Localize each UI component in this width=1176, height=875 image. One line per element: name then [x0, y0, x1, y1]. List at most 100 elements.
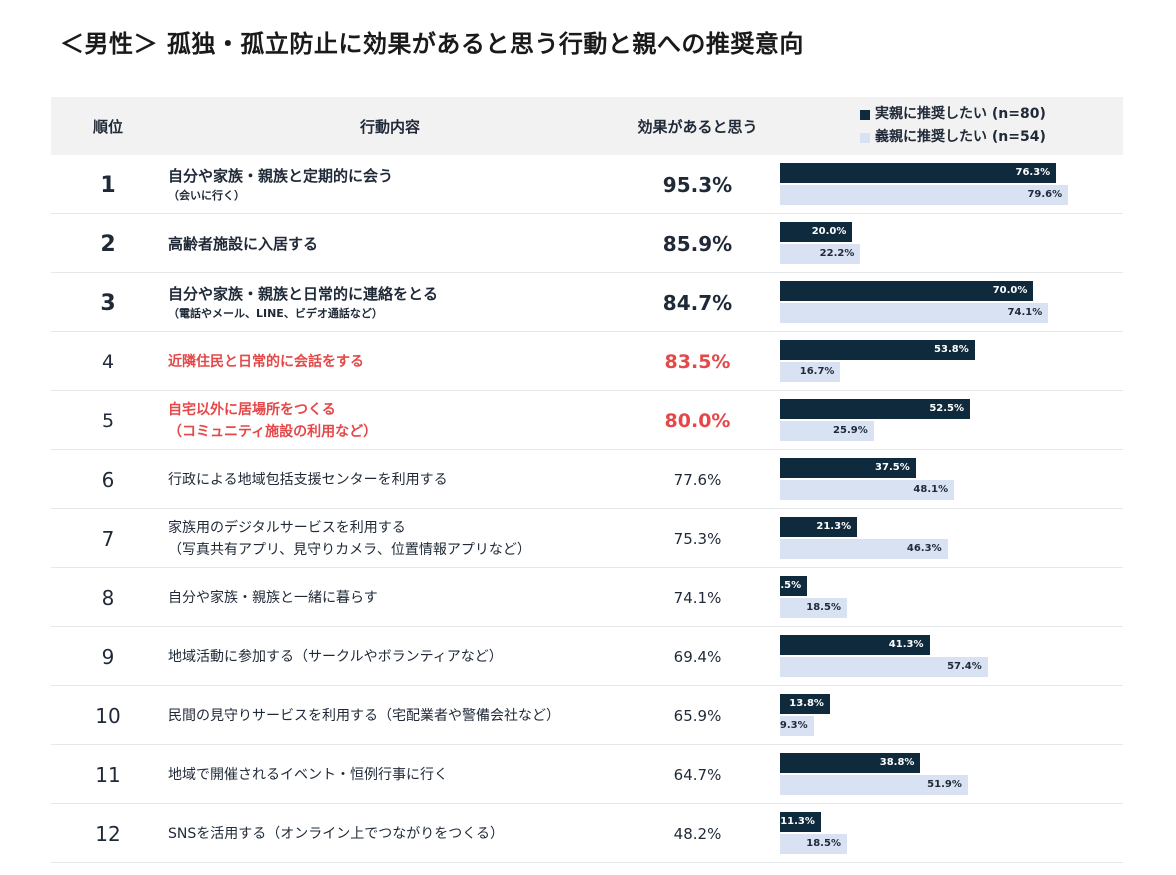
bar-inlaw: 22.2%: [780, 244, 861, 264]
bar-parent: 76.3%: [780, 163, 1057, 183]
action-text: 民間の見守りサービスを利用する（宅配業者や警備会社など）: [168, 708, 560, 724]
effect-value: 77.6%: [673, 471, 722, 489]
effect-value: 69.4%: [673, 648, 722, 666]
bar-label-inlaw: 25.9%: [833, 425, 868, 436]
bar-parent: 41.3%: [780, 635, 930, 655]
rank-cell: 5: [101, 410, 115, 432]
rank-cell: 9: [101, 645, 115, 669]
action-subtext: （写真共有アプリ、見守りカメラ、位置情報アプリなど）: [168, 542, 531, 558]
bar-label-inlaw: 22.2%: [819, 248, 855, 259]
bar-label-parent: 52.5%: [929, 403, 965, 414]
effect-value: 80.0%: [664, 410, 731, 432]
action-cell: 自分や家族・親族と一緒に暮らす: [168, 570, 613, 626]
action-text: 近隣住民と日常的に会話をする: [168, 354, 364, 370]
bar-label-parent: 13.8%: [789, 698, 824, 709]
bar-label-inlaw: 74.1%: [1007, 307, 1043, 318]
bar-group: 13.8% 9.3%: [780, 688, 1123, 744]
legend-swatch-inlaw: [860, 132, 870, 143]
bar-parent: 20.0%: [780, 222, 853, 242]
header-effect: 効果があると思う: [637, 117, 758, 136]
legend-label-inlaw: 義親に推奨したい (n=54): [875, 129, 1046, 145]
action-text: 高齢者施設に入居する: [168, 235, 319, 253]
bar-label-inlaw: 48.1%: [913, 484, 949, 495]
effect-value: 83.5%: [664, 351, 731, 373]
bar-label-parent: 70.0%: [992, 285, 1028, 296]
bar-inlaw: 74.1%: [780, 303, 1049, 323]
action-text: 地域で開催されるイベント・恒例行事に行く: [168, 767, 448, 783]
action-cell: 行政による地域包括支援センターを利用する: [168, 452, 613, 508]
table-row: 10 民間の見守りサービスを利用する（宅配業者や警備会社など） 65.9% 13.8%…: [51, 688, 1123, 745]
rank-cell: 8: [101, 586, 115, 610]
bar-group: 52.5% 25.9%: [780, 393, 1123, 449]
bar-inlaw: 18.5%: [780, 834, 847, 854]
action-text: 地域活動に参加する（サークルやボランティアなど）: [168, 649, 503, 665]
effect-value: 75.3%: [673, 530, 722, 548]
table-row: 1 自分や家族・親族と定期的に会う （会いに行く） 95.3% 76.3% 79.6%: [51, 157, 1123, 214]
action-text: 自分や家族・親族と一緒に暮らす: [168, 590, 378, 606]
table-row: 6 行政による地域包括支援センターを利用する 77.6% 37.5% 48.1%: [51, 452, 1123, 509]
table-body: 1 自分や家族・親族と定期的に会う （会いに行く） 95.3% 76.3% 79.6% 2 高…: [51, 157, 1123, 863]
table-row: 5 自宅以外に居場所をつくる （コミュニティ施設の利用など） 80.0% 52.5% 25…: [51, 393, 1123, 450]
rank-cell: 1: [100, 172, 116, 198]
bar-group: 53.8% 16.7%: [780, 334, 1123, 390]
bar-label-inlaw: 46.3%: [906, 543, 942, 554]
rank-cell: 11: [95, 763, 121, 787]
bar-parent: 53.8%: [780, 340, 975, 360]
bar-inlaw: 57.4%: [780, 657, 988, 677]
bar-parent: 11.3%: [780, 812, 821, 832]
bar-label-inlaw: 57.4%: [947, 661, 982, 672]
header-rank: 順位: [92, 117, 123, 136]
bar-inlaw: 16.7%: [780, 362, 841, 382]
legend-item-parent: 実親に推奨したい (n=80): [860, 103, 1046, 126]
table-row: 7 家族用のデジタルサービスを利用する （写真共有アプリ、見守りカメラ、位置情報アプ…: [51, 511, 1123, 568]
bar-label-parent: 21.3%: [816, 521, 852, 532]
table-row: 4 近隣住民と日常的に会話をする 83.5% 53.8% 16.7%: [51, 334, 1123, 391]
table-row: 2 高齢者施設に入居する 85.9% 20.0% 22.2%: [51, 216, 1123, 273]
bar-label-inlaw: 16.7%: [799, 366, 835, 377]
bar-group: 38.8% 51.9%: [780, 747, 1123, 803]
bar-label-parent: 11.3%: [780, 816, 815, 827]
bar-inlaw: 25.9%: [780, 421, 874, 441]
bar-inlaw: 46.3%: [780, 539, 948, 559]
header-action: 行動内容: [359, 117, 420, 136]
legend-label-parent: 実親に推奨したい (n=80): [875, 106, 1046, 122]
ranking-table: 順位 行動内容 効果があると思う 実親に推奨したい (n=80) 義親に推奨した…: [51, 97, 1123, 863]
page-title: ＜男性＞ 孤独・孤立防止に効果があると思う行動と親への推奨意向: [60, 30, 804, 58]
bar-parent: 52.5%: [780, 399, 971, 419]
action-subtext: （会いに行く）: [168, 189, 245, 202]
bar-label-parent: 41.3%: [888, 639, 924, 650]
table-row: 3 自分や家族・親族と日常的に連絡をとる （電話やメール、LINE、ビデオ通話など）…: [51, 275, 1123, 332]
action-cell: 近隣住民と日常的に会話をする: [168, 334, 613, 390]
rank-cell: 10: [95, 704, 121, 728]
action-cell: 地域で開催されるイベント・恒例行事に行く: [168, 747, 613, 803]
bar-inlaw: 48.1%: [780, 480, 955, 500]
bar-parent: 38.8%: [780, 753, 921, 773]
bar-group: 70.0% 74.1%: [780, 275, 1123, 331]
bar-label-inlaw: 18.5%: [806, 838, 841, 849]
bar-label-parent: 37.5%: [875, 462, 910, 473]
table-row: 9 地域活動に参加する（サークルやボランティアなど） 69.4% 41.3% 57.4%: [51, 629, 1123, 686]
effect-value: 64.7%: [673, 766, 722, 784]
table-row: 8 自分や家族・親族と一緒に暮らす 74.1% 7.5% 18.5%: [51, 570, 1123, 627]
bar-parent: 37.5%: [780, 458, 916, 478]
rank-cell: 4: [101, 351, 115, 373]
bar-parent: 13.8%: [780, 694, 830, 714]
effect-value: 74.1%: [673, 589, 722, 607]
bar-group: 21.3% 46.3%: [780, 511, 1123, 567]
bar-group: 76.3% 79.6%: [780, 157, 1123, 213]
action-text: 行政による地域包括支援センターを利用する: [168, 472, 448, 488]
bar-group: 41.3% 57.4%: [780, 629, 1123, 685]
rank-cell: 2: [100, 231, 116, 257]
table-row: 11 地域で開催されるイベント・恒例行事に行く 64.7% 38.8% 51.9%: [51, 747, 1123, 804]
action-cell: 自宅以外に居場所をつくる （コミュニティ施設の利用など）: [168, 393, 613, 449]
legend-item-inlaw: 義親に推奨したい (n=54): [860, 126, 1046, 149]
effect-value: 48.2%: [673, 825, 722, 843]
effect-value: 85.9%: [662, 232, 733, 256]
bar-label-inlaw: 51.9%: [927, 779, 962, 790]
action-text: 自宅以外に居場所をつくる: [168, 402, 336, 418]
bar-inlaw: 51.9%: [780, 775, 968, 795]
action-cell: 高齢者施設に入居する: [168, 216, 613, 272]
bar-inlaw: 79.6%: [780, 185, 1069, 205]
bar-label-parent: 7.5%: [773, 580, 802, 591]
action-text: 家族用のデジタルサービスを利用する: [168, 520, 406, 536]
